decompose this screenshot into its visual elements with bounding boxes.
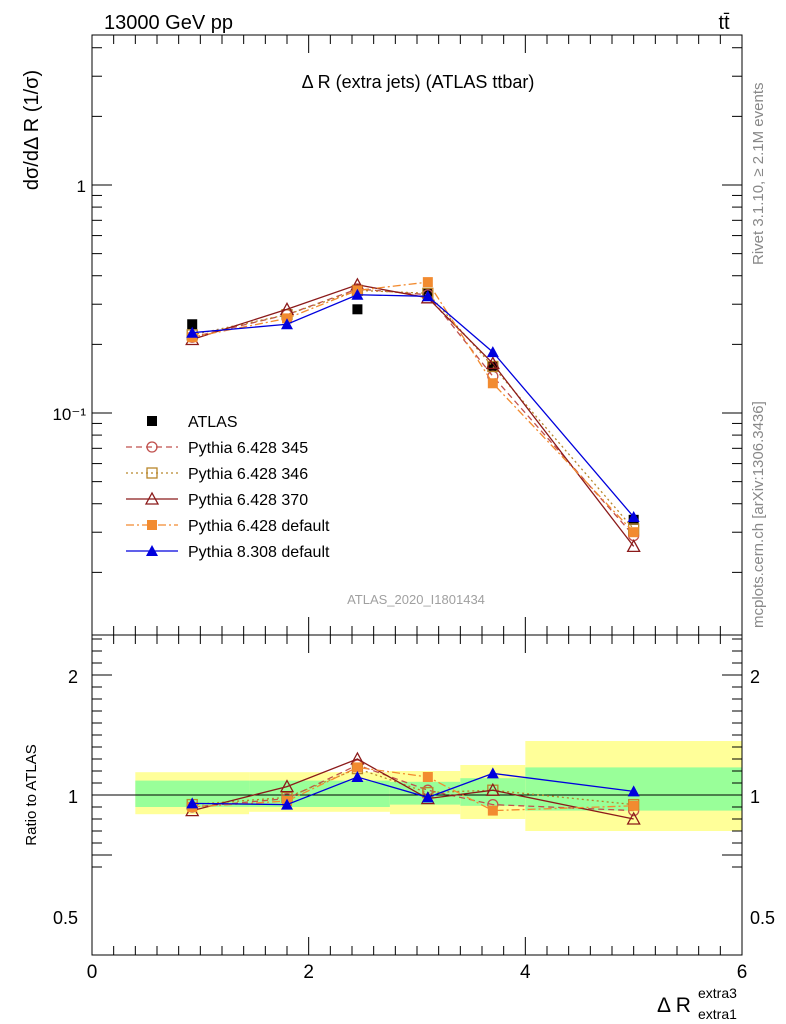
data-point (186, 326, 199, 338)
svg-text:extra1: extra1 (698, 1006, 737, 1022)
main-y-tick-label-0: 10⁻¹ (52, 405, 86, 424)
legend-item: Pythia 6.428 345 (126, 440, 308, 457)
series-0 (187, 288, 639, 525)
process-label: tt̄ (718, 12, 730, 34)
rivet-label: Rivet 3.1.10, ≥ 2.1M events (750, 83, 767, 266)
ratio-point (486, 767, 499, 779)
series-line (192, 284, 635, 547)
series-line (192, 294, 635, 518)
svg-text:extra3: extra3 (698, 985, 737, 1001)
data-point (487, 378, 498, 389)
main-series-group (185, 277, 641, 553)
legend-item: Pythia 6.428 default (126, 518, 330, 535)
ratio-y-tick-label-05-right: 0.5 (750, 908, 775, 928)
ratio-line (192, 758, 634, 820)
ratio-bands (135, 741, 742, 831)
data-point (485, 356, 500, 370)
series-5 (186, 288, 640, 522)
ratio-point (279, 779, 295, 793)
ratio-y-tick-label-05: 0.5 (53, 908, 78, 928)
ratio-point (351, 771, 364, 782)
ratio-y-axis-label: Ratio to ATLAS (23, 744, 40, 845)
legend-item: ATLAS (147, 414, 238, 431)
legend-label: Pythia 8.308 default (188, 544, 330, 561)
ratio-line (192, 766, 634, 812)
data-point (422, 277, 433, 288)
series-line (192, 281, 635, 533)
legend-item: Pythia 6.428 346 (126, 466, 308, 483)
data-point (486, 346, 499, 358)
ratio-series-4 (186, 767, 640, 810)
ratio-point (627, 785, 640, 797)
ratio-x-tick-labels: 0 2 4 6 (87, 962, 748, 983)
ratio-x-tick-label: 2 (303, 962, 314, 983)
ratio-point (626, 811, 641, 825)
data-point (628, 527, 639, 538)
ratio-band-green (460, 778, 526, 806)
data-point (351, 288, 364, 300)
main-y-axis-label: dσ/dΔ R (1/σ) (21, 70, 43, 190)
ratio-point (186, 797, 199, 809)
ratio-line (192, 772, 634, 806)
svg-text:Δ R: Δ R (657, 994, 691, 1017)
ratio-point (281, 798, 293, 810)
data-point (187, 319, 198, 330)
ratio-point (628, 800, 639, 811)
ratio-y-tick-label-2-right: 2 (750, 667, 760, 687)
ratio-y-tick-label-2: 2 (68, 667, 78, 687)
legend-marker (146, 467, 158, 479)
x-axis-label: Δ R extra3 extra1 (657, 985, 737, 1022)
main-panel: 10⁻¹ 1 Δ R (extra jets) (ATLAS ttbar) AT… (21, 34, 743, 636)
ratio-point (421, 791, 434, 803)
ratio-x-tick-label: 6 (737, 962, 748, 983)
ratio-series-group (185, 751, 641, 825)
legend-label: Pythia 6.428 370 (188, 492, 308, 509)
ratio-point (352, 762, 363, 773)
data-point (281, 318, 293, 330)
legend-marker (144, 491, 160, 505)
series-3 (185, 277, 641, 553)
legend: ATLAS Pythia 6.428 345 Pythia 6.428 346 Pyt… (126, 414, 330, 561)
legend-label: Pythia 6.428 346 (188, 466, 308, 483)
legend-label: Pythia 6.428 345 (188, 440, 308, 457)
ratio-y-ticks (92, 638, 742, 868)
data-point (627, 510, 640, 522)
legend-marker (146, 441, 158, 453)
main-y-tick-label-1: 1 (77, 177, 86, 196)
ratio-y-tick-label-1: 1 (68, 787, 78, 807)
watermark: ATLAS_2020_I1801434 (347, 592, 485, 607)
ratio-point (487, 805, 498, 816)
legend-marker (146, 545, 158, 556)
legend-item: Pythia 6.428 370 (126, 491, 308, 509)
energy-label: 13000 GeV pp (104, 12, 233, 34)
main-x-ticks (91, 35, 743, 635)
legend-marker (147, 520, 157, 530)
data-point (626, 539, 641, 553)
legend-label: Pythia 6.428 default (188, 518, 330, 535)
mcplots-label: mcplots.cern.ch [arXiv:1306.3436] (750, 401, 767, 628)
ratio-x-tick-label: 4 (520, 962, 531, 983)
ratio-point (485, 782, 500, 796)
ratio-point (422, 772, 433, 782)
ratio-x-ticks (91, 635, 743, 955)
legend-item: Pythia 8.308 default (126, 544, 330, 561)
ratio-line (192, 764, 634, 812)
ratio-panel: 0.5 1 2 0.5 1 2 Ratio to ATLAS 0 2 4 6 Δ R … (23, 634, 775, 1022)
data-point (421, 290, 434, 302)
legend-label: ATLAS (188, 414, 238, 431)
main-title: Δ R (extra jets) (ATLAS ttbar) (302, 72, 535, 92)
ratio-x-tick-label: 0 (87, 962, 98, 983)
data-point (352, 304, 363, 315)
legend-marker (147, 416, 157, 426)
data-point (487, 361, 498, 372)
main-y-ticks (92, 47, 742, 573)
ratio-y-tick-label-1-right: 1 (750, 787, 760, 807)
